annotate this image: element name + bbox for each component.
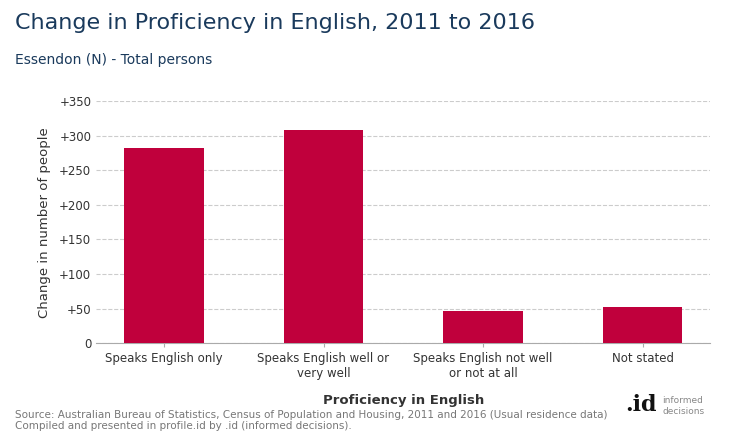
Text: informed
decisions: informed decisions [662, 396, 704, 416]
X-axis label: Proficiency in English: Proficiency in English [323, 394, 484, 407]
Text: Source: Australian Bureau of Statistics, Census of Population and Housing, 2011 : Source: Australian Bureau of Statistics,… [15, 410, 608, 431]
Text: Essendon (N) - Total persons: Essendon (N) - Total persons [15, 53, 212, 67]
Bar [283, 130, 363, 343]
Text: .id: .id [625, 394, 657, 416]
Bar [602, 307, 682, 343]
Bar [443, 311, 523, 343]
Y-axis label: Change in number of people: Change in number of people [38, 127, 51, 318]
Text: Change in Proficiency in English, 2011 to 2016: Change in Proficiency in English, 2011 t… [15, 13, 535, 33]
Bar [124, 147, 204, 343]
